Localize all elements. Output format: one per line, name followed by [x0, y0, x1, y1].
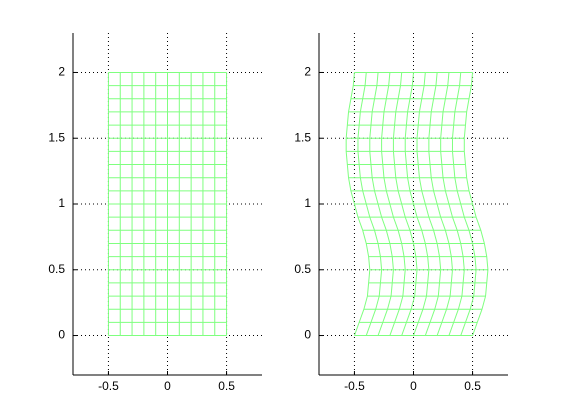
x-tick-label: -0.5	[344, 379, 365, 393]
y-tick-label: 0	[304, 328, 311, 342]
x-tick-label: -0.5	[98, 379, 119, 393]
x-tick-label: 0.5	[218, 379, 235, 393]
y-tick-label: 1	[304, 196, 311, 210]
y-tick-label: 0.5	[294, 262, 311, 276]
y-tick-label: 1	[58, 196, 65, 210]
y-tick-label: 0	[58, 328, 65, 342]
x-tick-label: 0.5	[464, 379, 481, 393]
y-tick-label: 2	[58, 65, 65, 79]
y-tick-label: 1.5	[294, 130, 311, 144]
y-tick-label: 2	[304, 65, 311, 79]
y-tick-label: 1.5	[48, 130, 65, 144]
x-tick-label: 0	[164, 379, 171, 393]
y-tick-label: 0.5	[48, 262, 65, 276]
x-tick-label: 0	[410, 379, 417, 393]
